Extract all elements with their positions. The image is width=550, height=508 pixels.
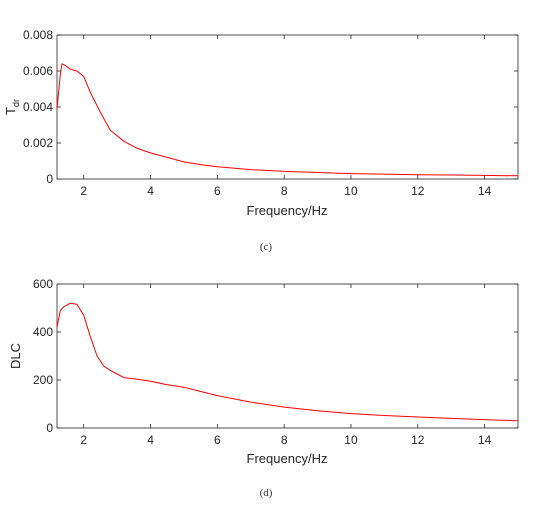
x-axis-label: Frequency/Hz (247, 203, 328, 218)
plot-frame (56, 283, 519, 429)
y-tick-label: 0.006 (23, 64, 53, 78)
y-tick-label: 200 (33, 373, 53, 387)
y-tick-label: 0 (46, 172, 53, 186)
y-axis-label-main: T (3, 107, 18, 115)
chart-panel-d: 2 4 6 8 10 12 14 0 200 400 600 Frequency/Hz DLC (… (8, 277, 519, 499)
y-tick-label: 0.008 (23, 28, 53, 42)
panel-caption: (d) (260, 487, 273, 499)
y-tick-label: 600 (33, 277, 53, 291)
panel-caption: (c) (260, 241, 273, 253)
x-tick-label: 2 (80, 184, 87, 198)
y-tick-label: 0.002 (23, 136, 53, 150)
chart-panel-c: 2 4 6 8 10 12 14 0 0.002 0.004 0.006 0.008 Frequen… (3, 28, 519, 253)
x-axis-label: Frequency/Hz (247, 451, 328, 466)
y-axis-label: Tdr (3, 99, 21, 115)
x-tick-label: 2 (80, 433, 87, 447)
x-tick-label: 12 (411, 184, 425, 198)
series-layer (56, 63, 519, 177)
y-ticks: 0 0.002 0.004 0.006 0.008 (23, 28, 518, 186)
x-ticks: 2 4 6 8 10 12 14 (80, 284, 492, 447)
x-tick-label: 8 (281, 184, 288, 198)
x-tick-label: 4 (147, 433, 154, 447)
x-tick-label: 12 (411, 433, 425, 447)
y-axis-label: DLC (8, 343, 23, 369)
series-line (56, 302, 519, 422)
x-tick-label: 14 (478, 184, 492, 198)
x-tick-label: 6 (214, 184, 221, 198)
y-axis-label-sub: dr (11, 99, 21, 107)
x-tick-label: 10 (344, 433, 358, 447)
x-tick-label: 6 (214, 433, 221, 447)
series-line (56, 63, 519, 177)
y-tick-label: 400 (33, 325, 53, 339)
x-ticks: 2 4 6 8 10 12 14 (80, 35, 492, 198)
y-tick-label: 0.004 (23, 100, 53, 114)
y-ticks: 0 200 400 600 (33, 277, 518, 435)
y-axis-label-main: DLC (8, 343, 23, 369)
plot-frame (56, 34, 519, 180)
x-tick-label: 14 (478, 433, 492, 447)
series-layer (56, 302, 519, 422)
x-tick-label: 10 (344, 184, 358, 198)
x-tick-label: 4 (147, 184, 154, 198)
x-tick-label: 8 (281, 433, 288, 447)
y-tick-label: 0 (46, 421, 53, 435)
